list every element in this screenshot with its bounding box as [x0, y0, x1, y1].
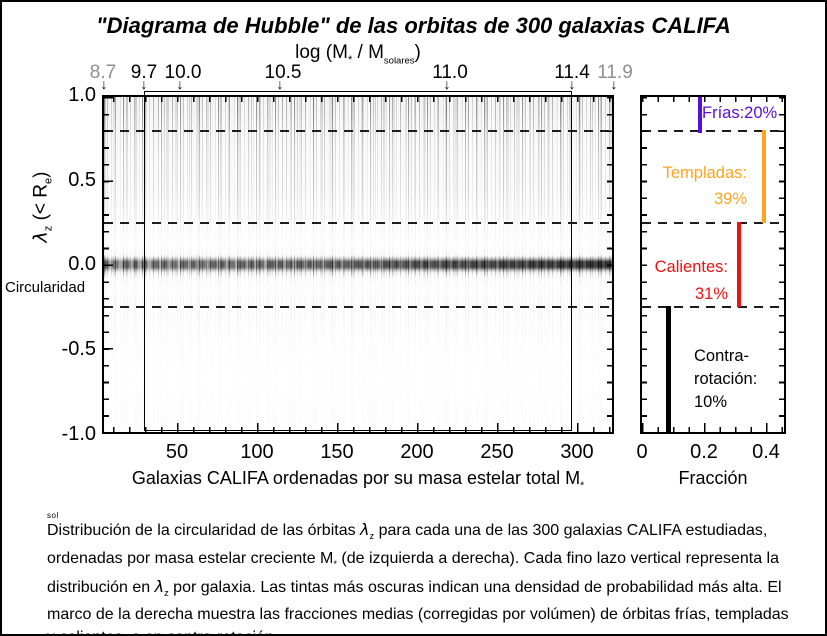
star-subscript: * [347, 53, 353, 66]
top-axis-label-mid: / M [352, 42, 384, 63]
contra-label-line2: rotación: [694, 370, 758, 388]
contra-label: Contra-rotación: 10% [694, 345, 757, 414]
down-arrow-icon: ↓ [176, 76, 184, 92]
solares-subscript: solares [383, 55, 415, 67]
calientes-label: Calientes: 31% [643, 254, 728, 308]
frias-label-text: Frías: [702, 104, 745, 122]
down-arrow-icon: ↓ [100, 76, 108, 92]
density-plot [102, 91, 614, 434]
x-major-ticks-bottom [177, 423, 581, 432]
templadas-value: 39% [713, 190, 747, 208]
top-axis-label-close: ) [414, 42, 421, 63]
y-tick-1.0: 1.0 [68, 84, 96, 106]
mass-tick-10.0: 10.0 [164, 62, 202, 83]
y-minor-ticks-right [607, 97, 612, 432]
dashed-line--0.25 [642, 306, 784, 308]
frias-label: Frías:20% [702, 104, 777, 123]
x-minor-ticks-top [113, 97, 611, 102]
y-minor-ticks-right [779, 97, 784, 432]
contra-value: 10% [694, 393, 728, 411]
caption-text: para cada una de las 300 galaxias CALIFA… [47, 522, 768, 567]
frias-value: 20% [744, 104, 778, 122]
y-tick--0.5: -0.5 [61, 338, 96, 360]
calientes-value: 31% [694, 285, 728, 303]
figure-title: "Diagrama de Hubble" de las orbitas de 3… [96, 13, 731, 38]
mass-tick-11.4: 11.4 [554, 62, 590, 83]
x-tick-200: 200 [400, 441, 434, 463]
dashed-line-0.25 [104, 222, 612, 224]
lambda-symbol: λ [29, 231, 52, 243]
caption-text: por galaxia. Las tintas más oscuras indi… [47, 578, 789, 634]
down-arrow-icon: ↓ [568, 76, 576, 92]
frias-fraction-line [698, 97, 702, 133]
down-arrow-icon: ↓ [276, 76, 284, 92]
mass-star-subscript: * [333, 558, 337, 569]
x-tick-300: 300 [560, 441, 594, 463]
lambda-subscript: z [42, 225, 55, 232]
x-tick-100: 100 [240, 441, 274, 463]
lambda-symbol: λ [154, 576, 165, 596]
stray-superscript: sol [47, 511, 59, 520]
calientes-fraction-line [737, 222, 741, 307]
fraction-panel: Frías:20% Templadas: 39% Calientes: 31% Co… [640, 95, 786, 434]
lambda-symbol: λ [360, 520, 370, 539]
dashed-line--0.25 [104, 306, 612, 308]
lambda-subscript: z [369, 531, 375, 542]
caption-text: Distribución de la circularidad de las ó… [47, 522, 361, 539]
mass-tick-8.7: 8.7 [89, 62, 117, 83]
y-tick-0.0: 0.0 [68, 253, 96, 275]
down-arrow-icon: ↓ [140, 76, 148, 92]
x-tick-150: 150 [320, 441, 354, 463]
calientes-label-text: Calientes: [654, 258, 728, 276]
templadas-fraction-line [762, 130, 766, 223]
top-axis-label: log (M* / Msolares) [102, 42, 614, 67]
caption-text: (de izquierda a derecha). Cada fino lazo… [47, 549, 780, 596]
figure-caption: Distribución de la circularidad de las ó… [47, 519, 801, 634]
mass-tick-11.0: 11.0 [432, 62, 468, 83]
x-axis-label-text: Galaxias CALIFA ordenadas por su masa es… [131, 468, 581, 488]
x-major-ticks-bottom [642, 423, 772, 432]
fraction-tick-0.2: 0.2 [690, 441, 718, 463]
lambda-subscript: z [164, 587, 169, 598]
y-major-ticks-left [104, 97, 113, 432]
x-minor-ticks-top [642, 97, 784, 102]
mass-star-subscript: * [580, 480, 585, 492]
down-arrow-icon: ↓ [443, 76, 451, 92]
circularity-label: Circularidad [5, 279, 86, 296]
mass-range-box [144, 91, 572, 431]
dashed-line-0.25 [642, 222, 784, 224]
fraction-tick-0: 0 [636, 441, 648, 463]
y-minor-ticks-left [642, 97, 647, 432]
x-axis-label: Galaxias CALIFA ordenadas por su masa es… [102, 468, 614, 492]
mass-tick-11.9: 11.9 [597, 62, 633, 83]
fraction-axis-label: Fracción [678, 468, 748, 488]
contra-fraction-line [666, 306, 671, 432]
fraction-tick-0.4: 0.4 [752, 441, 780, 463]
dashed-line-0.8 [104, 130, 612, 132]
y-tick--1.0: -1.0 [61, 423, 96, 445]
templadas-label-text: Templadas: [662, 164, 747, 182]
dashed-line-0.8 [642, 130, 784, 132]
templadas-label: Templadas: 39% [648, 160, 747, 212]
zero-circularity-band [104, 256, 612, 273]
x-tick-250: 250 [480, 441, 514, 463]
x-tick-50: 50 [165, 441, 189, 463]
contra-label-line1: Contra- [694, 347, 750, 365]
mass-tick-10.5: 10.5 [264, 62, 302, 83]
mass-tick-9.7: 9.7 [130, 62, 158, 83]
top-axis-label-prefix: log (M [295, 42, 348, 63]
y-tick-0.5: 0.5 [68, 169, 96, 191]
down-arrow-icon: ↓ [610, 76, 618, 92]
